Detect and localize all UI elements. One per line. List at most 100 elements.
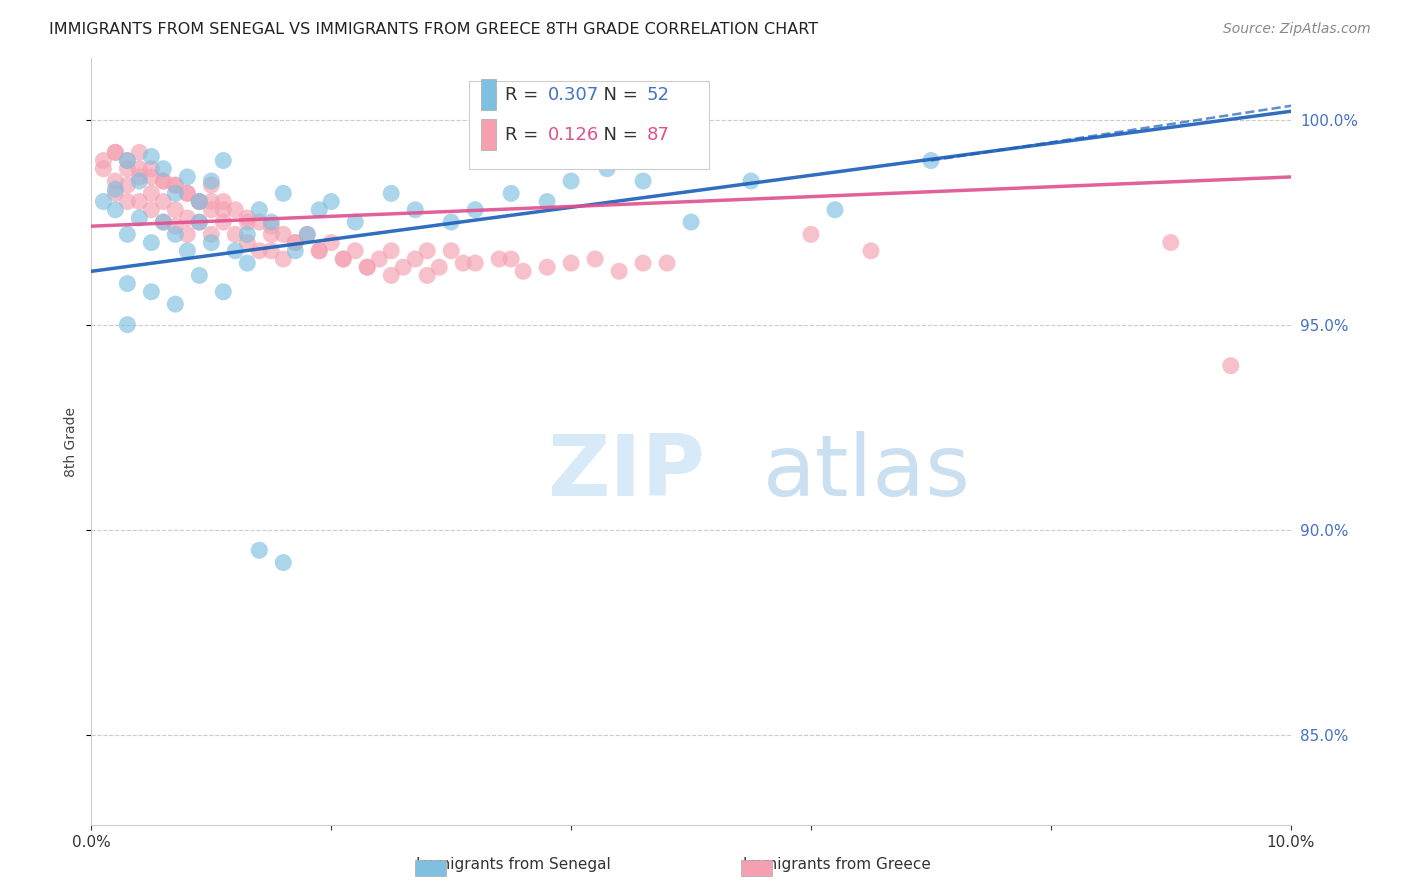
FancyBboxPatch shape	[470, 81, 709, 169]
Point	[176, 169, 198, 184]
Point	[501, 186, 523, 201]
Point	[188, 194, 211, 209]
Text: Immigrants from Greece: Immigrants from Greece	[742, 857, 931, 872]
Point	[117, 227, 139, 242]
Point	[224, 227, 246, 242]
Point	[152, 174, 174, 188]
Text: N =: N =	[592, 126, 643, 144]
Point	[344, 215, 367, 229]
Point	[117, 277, 139, 291]
Point	[464, 256, 486, 270]
Point	[297, 227, 319, 242]
Point	[141, 169, 163, 184]
Point	[560, 256, 582, 270]
Text: 0.307: 0.307	[548, 86, 599, 103]
Point	[176, 227, 198, 242]
Point	[859, 244, 882, 258]
Point	[104, 186, 127, 201]
Point	[260, 215, 283, 229]
Point	[104, 174, 127, 188]
Point	[321, 194, 343, 209]
Point	[152, 194, 174, 209]
Point	[297, 227, 319, 242]
Point	[800, 227, 823, 242]
Point	[117, 178, 139, 193]
Point	[380, 186, 402, 201]
Point	[200, 227, 222, 242]
Point	[1160, 235, 1182, 250]
Point	[236, 211, 259, 225]
Point	[141, 202, 163, 217]
Point	[679, 215, 702, 229]
Point	[260, 227, 283, 242]
Point	[607, 264, 630, 278]
Point	[560, 174, 582, 188]
Point	[176, 211, 198, 225]
Point	[165, 178, 187, 193]
Point	[356, 260, 378, 275]
Point	[271, 556, 294, 570]
Point	[236, 235, 259, 250]
Point	[165, 202, 187, 217]
Point	[260, 219, 283, 234]
Point	[284, 244, 307, 258]
Point	[128, 145, 150, 160]
Y-axis label: 8th Grade: 8th Grade	[65, 407, 79, 476]
Point	[165, 178, 187, 193]
Point	[200, 194, 222, 209]
Point	[368, 252, 391, 266]
Point	[117, 153, 139, 168]
Point	[308, 202, 330, 217]
Point	[824, 202, 846, 217]
Point	[93, 161, 115, 176]
Point	[188, 194, 211, 209]
Point	[117, 194, 139, 209]
Point	[536, 260, 558, 275]
Text: 52: 52	[647, 86, 669, 103]
Point	[117, 161, 139, 176]
Point	[212, 202, 235, 217]
Text: ZIP: ZIP	[547, 431, 704, 514]
Point	[152, 174, 174, 188]
Point	[152, 215, 174, 229]
Point	[165, 186, 187, 201]
Point	[440, 244, 463, 258]
Point	[284, 235, 307, 250]
Point	[200, 202, 222, 217]
Text: R =: R =	[505, 86, 544, 103]
Point	[440, 215, 463, 229]
Text: N =: N =	[592, 86, 643, 103]
Point	[236, 227, 259, 242]
Point	[247, 543, 270, 558]
Point	[631, 256, 654, 270]
Point	[1219, 359, 1241, 373]
Point	[536, 194, 558, 209]
Point	[356, 260, 378, 275]
Point	[165, 227, 187, 242]
Point	[141, 161, 163, 176]
Point	[128, 169, 150, 184]
Point	[200, 235, 222, 250]
Point	[224, 244, 246, 258]
Point	[104, 202, 127, 217]
Point	[247, 202, 270, 217]
Point	[236, 215, 259, 229]
Point	[152, 215, 174, 229]
Point	[152, 161, 174, 176]
Point	[200, 178, 222, 193]
Point	[380, 268, 402, 283]
Point	[464, 202, 486, 217]
Point	[512, 264, 534, 278]
Point	[247, 215, 270, 229]
Text: 87: 87	[647, 126, 669, 144]
Point	[236, 256, 259, 270]
Point	[583, 252, 606, 266]
Point	[212, 153, 235, 168]
Point	[165, 219, 187, 234]
Point	[141, 186, 163, 201]
Point	[260, 244, 283, 258]
Point	[631, 174, 654, 188]
Point	[271, 227, 294, 242]
Point	[117, 318, 139, 332]
Point	[596, 161, 619, 176]
